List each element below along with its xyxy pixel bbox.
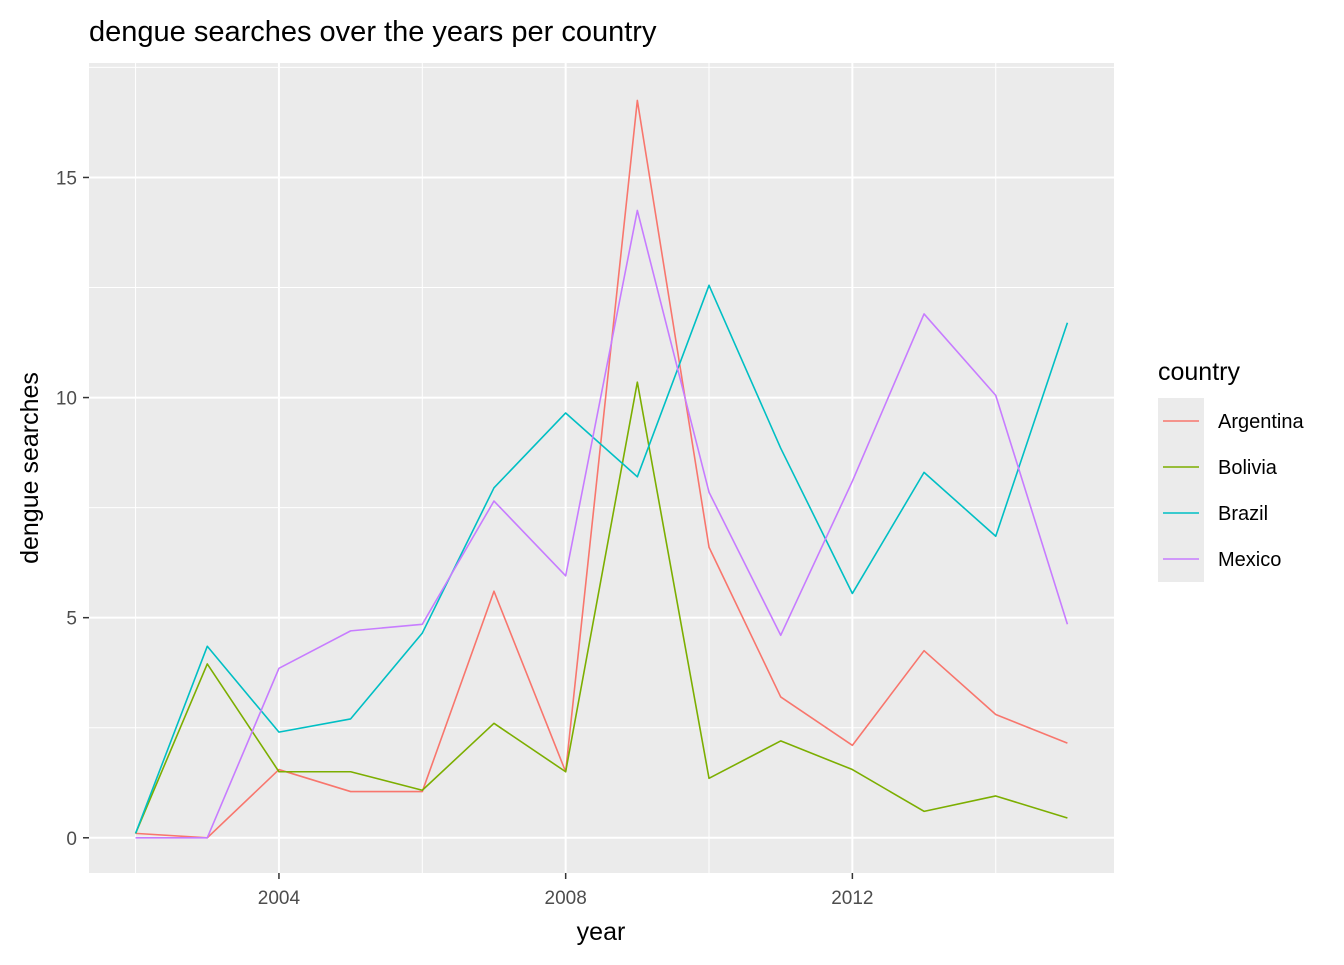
- legend-label-mexico: Mexico: [1218, 549, 1281, 571]
- y-axis: 0 5 10 15: [56, 168, 89, 850]
- x-tick-label: 2012: [831, 888, 873, 909]
- plot-panel: [89, 63, 1114, 873]
- y-tick-label: 10: [56, 389, 77, 410]
- grid-minor: [89, 63, 1114, 873]
- legend-label-argentina: Argentina: [1218, 411, 1304, 433]
- x-axis: 2004 2008 2012: [258, 873, 874, 909]
- x-tick-label: 2008: [545, 888, 587, 909]
- legend-title: country: [1158, 358, 1240, 386]
- x-tick-label: 2004: [258, 888, 301, 909]
- legend: country Argentina Bolivia Brazil Mexico: [1158, 358, 1304, 582]
- series-line-brazil: [134, 284, 1069, 834]
- series-line-argentina: [135, 99, 1068, 839]
- y-tick-label: 0: [66, 829, 77, 850]
- y-axis-label: dengue searches: [16, 372, 44, 564]
- legend-label-brazil: Brazil: [1218, 503, 1268, 525]
- chart-title: dengue searches over the years per count…: [89, 16, 657, 48]
- grid-major: [89, 63, 1114, 873]
- y-tick-label: 5: [66, 609, 77, 630]
- y-tick-label: 15: [56, 168, 77, 189]
- legend-items: Argentina Bolivia Brazil Mexico: [1158, 398, 1304, 582]
- series-line-mexico: [135, 209, 1069, 839]
- x-axis-label: year: [577, 918, 626, 946]
- series-lines: [134, 99, 1069, 839]
- legend-label-bolivia: Bolivia: [1218, 457, 1278, 479]
- series-line-bolivia: [134, 381, 1068, 834]
